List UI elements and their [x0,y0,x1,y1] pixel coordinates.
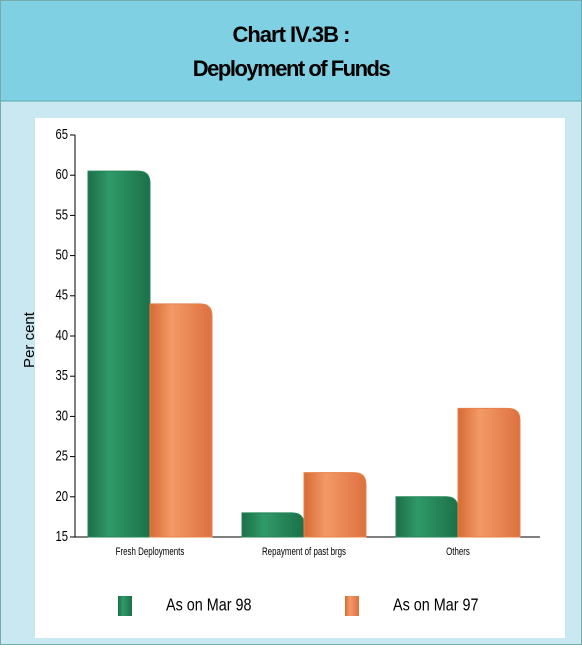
legend-swatch [118,596,132,616]
legend-label: As on Mar 98 [166,595,252,615]
y-axis-label: Per cent [21,311,38,368]
chart-subtitle: Deployment of Funds [193,56,391,81]
y-tick-label: 40 [55,326,68,343]
y-tick-label: 55 [55,206,68,223]
y-tick-label: 50 [55,246,68,263]
y-tick-label: 60 [55,166,68,183]
legend-label: As on Mar 97 [393,595,479,615]
bar [87,170,151,538]
y-tick-label: 30 [55,407,68,424]
bar [241,512,305,538]
x-tick-label: Others [446,546,470,559]
bar [303,472,367,538]
legend-swatch [345,596,359,616]
chart-title: Chart IV.3B : [232,22,349,47]
x-tick-label: Fresh Deployments [116,546,185,559]
y-tick-label: 65 [55,125,68,142]
bar [149,303,213,538]
y-tick-label: 45 [55,286,68,303]
y-tick-label: 25 [55,447,68,464]
x-tick-label: Repayment of past brgs [262,546,346,559]
y-tick-label: 35 [55,367,68,384]
y-tick-label: 15 [55,527,68,544]
bar [395,496,459,538]
y-tick-label: 20 [55,487,68,504]
header [1,1,581,101]
bar [457,407,521,538]
